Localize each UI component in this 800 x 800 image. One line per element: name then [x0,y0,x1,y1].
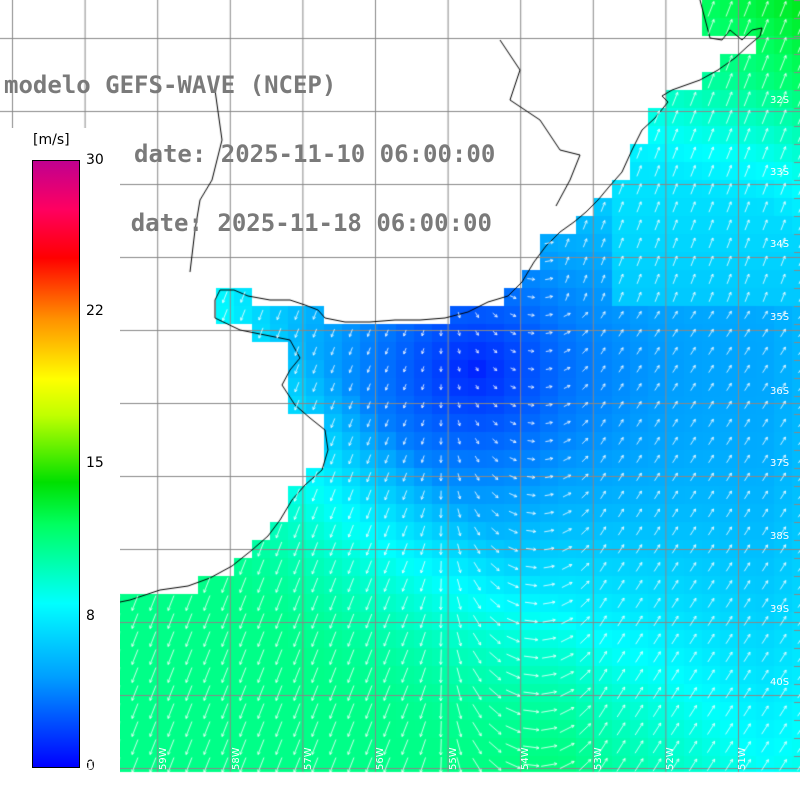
legend-unit: [m/s] [33,132,70,148]
lon-label-55w: 55W [448,747,459,770]
lat-label-38s: 38S [770,531,790,542]
colorbar-tick-22: 22 [86,303,104,319]
lat-label-34s: 34S [770,239,790,250]
lat-label-40s: 40S [770,677,790,688]
lat-label-32s: 32S [770,95,790,106]
lon-label-57w: 57W [303,747,314,770]
lat-label-37s: 37S [770,458,790,469]
lon-label-54w: 54W [520,747,531,770]
lat-label-39s: 39S [770,604,790,615]
model-name: modelo GEFS-WAVE (NCEP) [4,71,337,99]
lon-label-59w: 59W [158,747,169,770]
lon-label-56w: 56W [375,747,386,770]
lon-label-61w: 61W [12,747,23,770]
lon-label-51w: 51W [737,747,748,770]
colorbar-tick-30: 30 [86,152,104,168]
lon-label-58w: 58W [231,747,242,770]
lon-label-60w: 60W [85,747,96,770]
colorbar-tick-0: 0 [86,758,95,774]
lon-label-53w: 53W [593,747,604,770]
lat-label-35s: 35S [770,312,790,323]
lon-label-52w: 52W [665,747,676,770]
lat-label-36s: 36S [770,386,790,397]
lat-label-33s: 33S [770,167,790,178]
color-legend: [m/s] 30 22 15 8 0 [0,128,120,780]
colorbar-tick-8: 8 [86,608,95,624]
colorbar [32,160,80,768]
colorbar-tick-15: 15 [86,455,104,471]
